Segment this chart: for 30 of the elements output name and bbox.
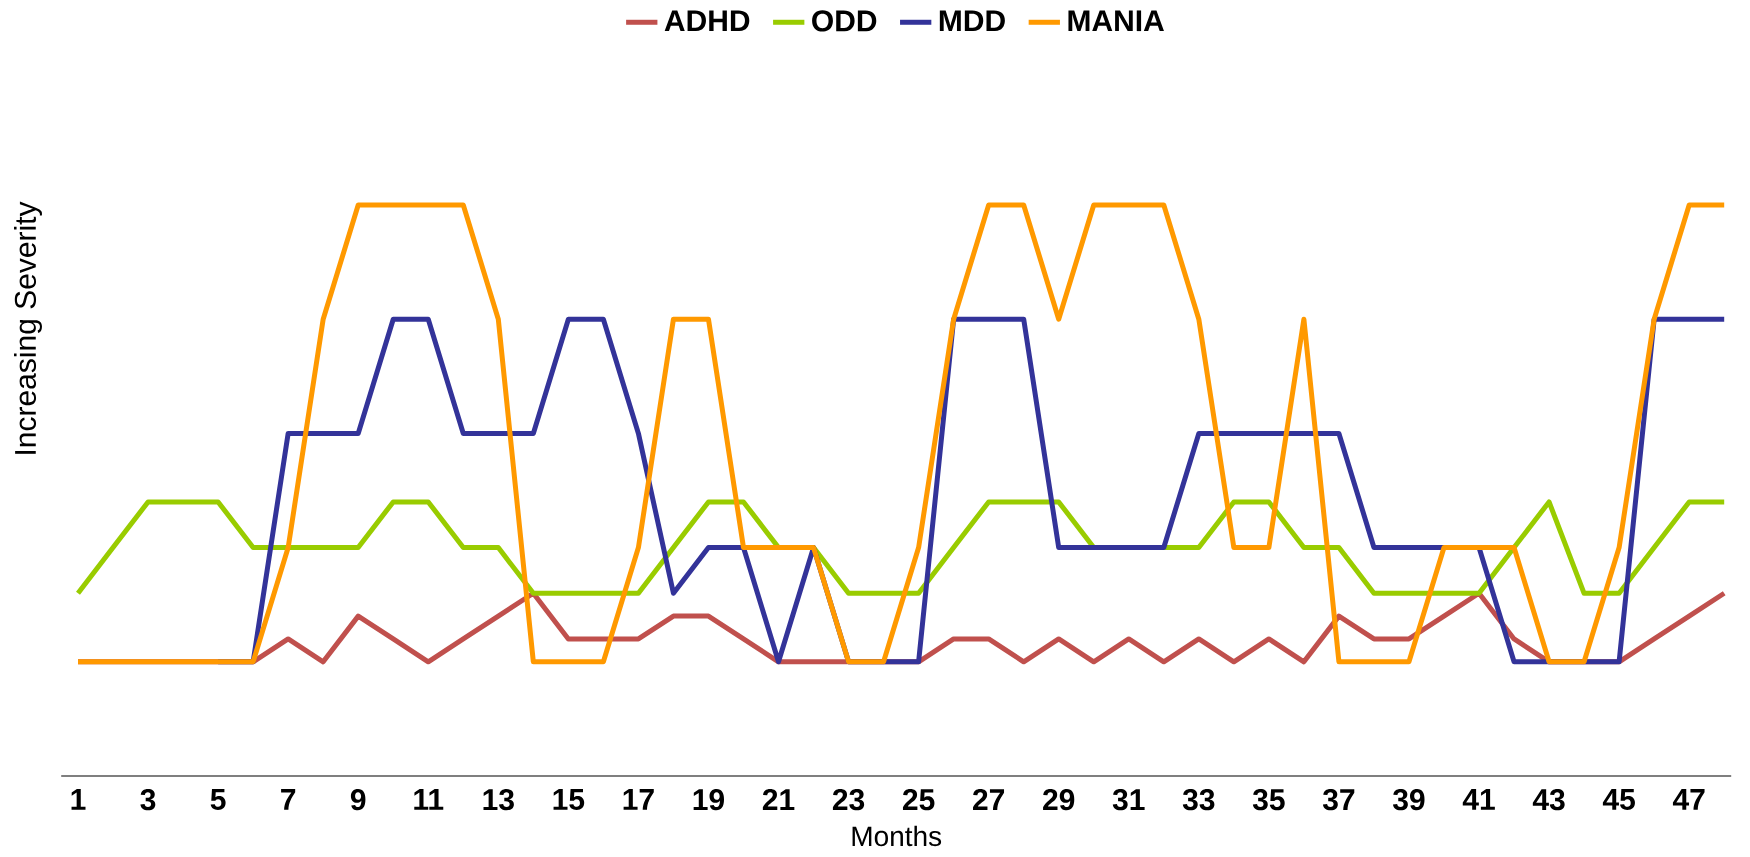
x-tick-label: 7 [281, 789, 296, 810]
x-tick-label: 29 [1043, 789, 1075, 811]
x-tick-label: 25 [902, 789, 935, 811]
x-tick-label: 21 [762, 789, 795, 811]
x-tick-label: 33 [1182, 789, 1215, 811]
x-tick-label: 17 [623, 789, 654, 810]
legend-label: MDD [939, 10, 1005, 32]
x-tick-label: 11 [414, 789, 444, 810]
x-tick-label: 41 [1462, 789, 1495, 810]
x-tick-label: 5 [210, 789, 226, 810]
x-tick-label: 3 [140, 789, 156, 811]
x-tick-label: 9 [350, 789, 366, 811]
legend-label: MANIA [1068, 10, 1164, 32]
x-tick-label: 27 [973, 789, 1005, 811]
x-tick-label: 39 [1392, 789, 1425, 811]
x-tick-label: 19 [693, 789, 725, 811]
x-tick-label: 45 [1602, 789, 1635, 810]
x-tick-label: 23 [832, 789, 865, 811]
x-tick-label: 43 [1532, 789, 1565, 811]
x-tick-label: 13 [483, 789, 514, 811]
x-tick-label: 15 [553, 789, 585, 810]
x-tick-label: 37 [1322, 789, 1355, 811]
x-tick-label: 35 [1252, 789, 1285, 811]
x-axis-title: Months [852, 825, 942, 847]
legend-label: ODD [812, 10, 877, 32]
y-axis-title: Increasing Severity [14, 201, 42, 454]
legend-label: ADHD [664, 10, 750, 32]
x-tick-label: 47 [1672, 789, 1705, 810]
x-tick-label: 31 [1112, 789, 1145, 811]
x-tick-label: 1 [71, 789, 86, 810]
